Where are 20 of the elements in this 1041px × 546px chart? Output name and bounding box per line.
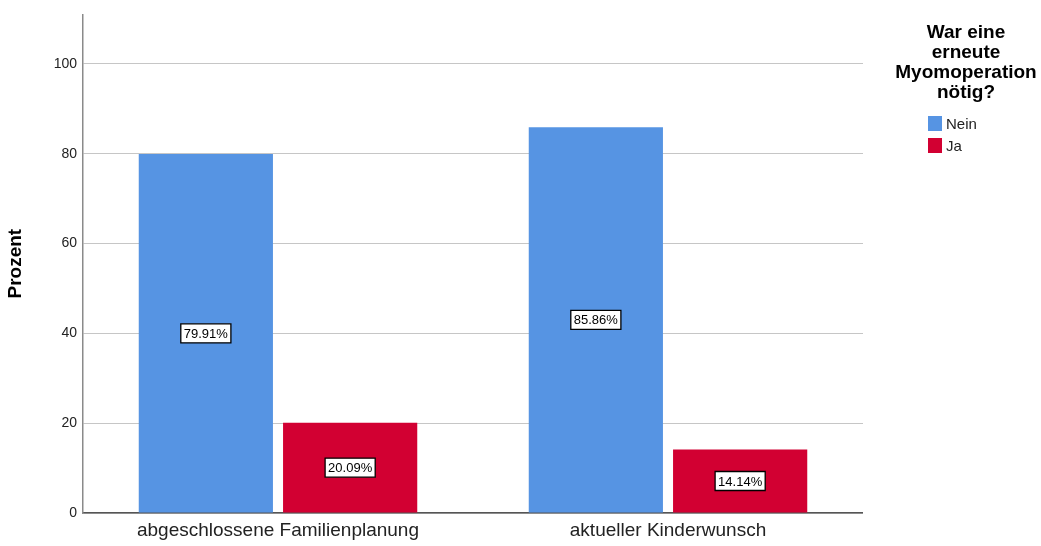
- x-tick-label: aktueller Kinderwunsch: [569, 518, 767, 540]
- bar: [283, 422, 418, 513]
- data-label: 14.14%: [718, 473, 763, 489]
- y-tick-label: 40: [61, 324, 78, 341]
- y-tick-label: 60: [61, 234, 78, 251]
- y-tick-label: 100: [53, 54, 78, 71]
- bar: [673, 449, 808, 513]
- x-tick-label: abgeschlossene Familienplanung: [136, 518, 420, 540]
- legend-label: Nein: [946, 114, 977, 132]
- y-tick-label: 0: [69, 503, 78, 520]
- y-tick-label: 20: [61, 414, 78, 431]
- bar: [528, 127, 663, 513]
- legend-title: War eine erneute Myomoperation nötig?: [894, 21, 1038, 102]
- y-tick-label: 80: [61, 144, 78, 161]
- legend-label: Ja: [946, 136, 962, 154]
- data-label: 85.86%: [573, 312, 619, 328]
- y-axis-title: Prozent: [3, 228, 25, 299]
- bar: [138, 154, 273, 513]
- data-label: 79.91%: [183, 325, 229, 341]
- data-label: 20.09%: [328, 460, 373, 476]
